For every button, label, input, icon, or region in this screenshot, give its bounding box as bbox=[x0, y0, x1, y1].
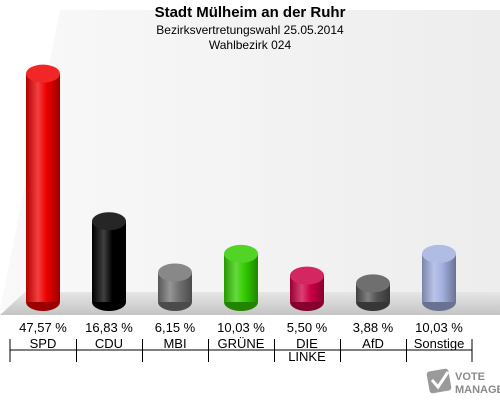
category-label-sonstige: Sonstige bbox=[414, 336, 465, 351]
bars-group bbox=[26, 64, 456, 311]
value-label-grüne: 10,03 % bbox=[217, 320, 265, 335]
bar-mbi bbox=[158, 263, 192, 311]
category-label-mbi: MBI bbox=[163, 336, 186, 351]
category-axis bbox=[9, 339, 473, 362]
bar-sonstige bbox=[422, 244, 456, 311]
logo-text-vote: VOTE bbox=[455, 371, 485, 383]
category-label-die-linke: DIE LINKE bbox=[288, 336, 326, 364]
value-label-sonstige: 10,03 % bbox=[415, 320, 463, 335]
value-labels-group: 47,57 % 16,83 % 6,15 % 10,03 % 5,50 % 3,88 % 1… bbox=[19, 320, 463, 335]
chart-subtitle: Bezirksvertretungswahl 25.05.2014 bbox=[156, 23, 344, 37]
category-label-cdu: CDU bbox=[95, 336, 123, 351]
category-label-grüne: GRÜNE bbox=[218, 336, 265, 351]
value-label-die-linke: 5,50 % bbox=[287, 320, 328, 335]
value-label-spd: 47,57 % bbox=[19, 320, 67, 335]
bar-grüne bbox=[224, 244, 258, 311]
bar-cdu bbox=[92, 212, 126, 311]
bar-spd bbox=[26, 64, 60, 311]
category-label-afd: AfD bbox=[362, 336, 384, 351]
chart-title: Stadt Mülheim an der Ruhr bbox=[155, 4, 346, 21]
value-label-cdu: 16,83 % bbox=[85, 320, 133, 335]
category-labels-group: SPD CDU MBI GRÜNE DIE LINKE AfD Sonstige bbox=[30, 336, 465, 364]
bar-die-linke bbox=[290, 266, 324, 311]
vote-manager-logo: VOTE MANAGER bbox=[426, 368, 500, 396]
chart-subtitle-district: Wahlbezirk 024 bbox=[209, 38, 292, 52]
logo-text-manager: MANAGER bbox=[455, 384, 500, 396]
value-label-mbi: 6,15 % bbox=[155, 320, 196, 335]
value-label-afd: 3,88 % bbox=[353, 320, 394, 335]
checkmark-icon bbox=[426, 368, 452, 394]
category-label-spd: SPD bbox=[30, 336, 57, 351]
bar-afd bbox=[356, 274, 390, 311]
